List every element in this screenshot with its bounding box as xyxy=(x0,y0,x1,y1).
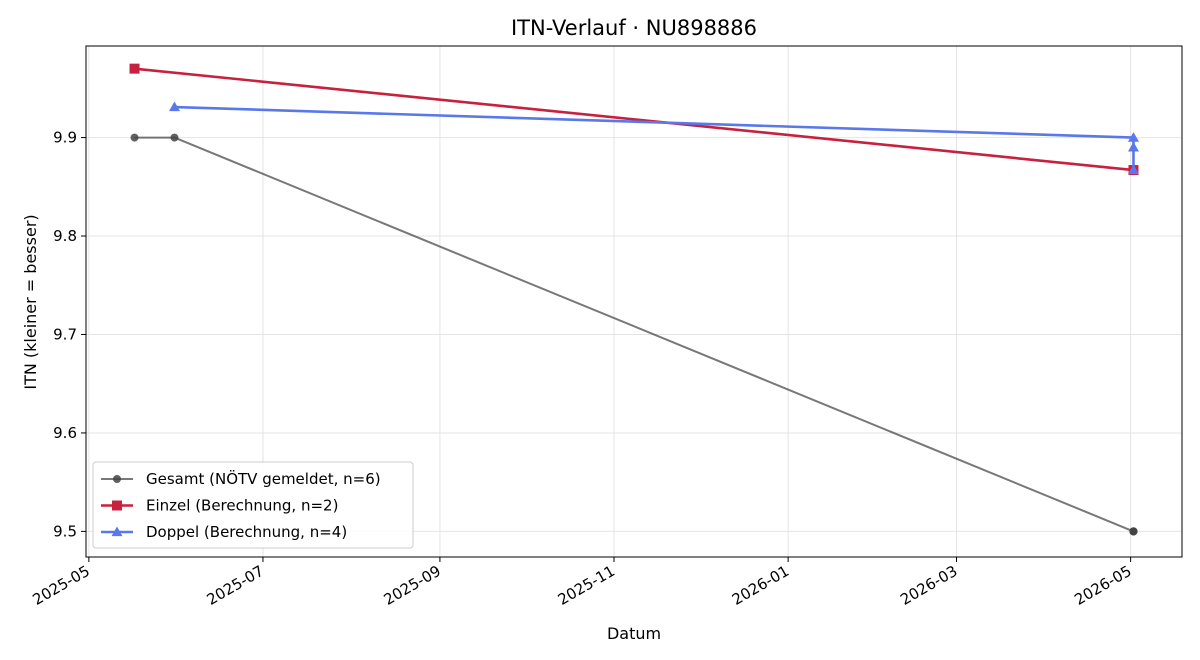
data-point xyxy=(1127,141,1139,152)
chart-title: ITN-Verlauf · NU898886 xyxy=(511,16,757,40)
y-tick-label: 9.9 xyxy=(53,129,77,147)
y-axis-title: ITN (kleiner = besser) xyxy=(21,214,40,389)
series-layer xyxy=(129,63,1139,536)
series-3 xyxy=(168,101,1139,175)
y-tick-label: 9.6 xyxy=(53,424,77,442)
y-tick-label: 9.5 xyxy=(53,522,77,540)
data-point xyxy=(170,133,179,142)
legend-box xyxy=(92,461,414,549)
legend-marker xyxy=(111,526,123,537)
y-tick-label: 9.8 xyxy=(53,227,77,245)
legend-label: Einzel (Berechnung, n=2) xyxy=(146,497,338,515)
series-line xyxy=(134,67,1134,172)
y-tick-label: 9.7 xyxy=(53,325,77,343)
data-point xyxy=(168,101,180,112)
data-point xyxy=(1127,132,1139,142)
data-point xyxy=(1127,164,1139,175)
data-point xyxy=(129,63,140,74)
series-1 xyxy=(130,133,1138,536)
plot-frame xyxy=(85,45,1183,558)
legend-label: Doppel (Berechnung, n=4) xyxy=(146,523,347,541)
legend-label: Gesamt (NÖTV gemeldet, n=6) xyxy=(146,469,381,488)
x-axis-title: Datum xyxy=(607,624,661,643)
legend-marker xyxy=(113,475,121,483)
legend: Gesamt (NÖTV gemeldet, n=6) Einzel (Berec… xyxy=(92,461,414,549)
data-point xyxy=(130,133,139,142)
data-point xyxy=(1129,527,1138,536)
legend-marker xyxy=(112,500,122,511)
